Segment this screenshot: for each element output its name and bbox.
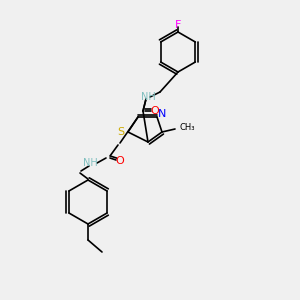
Text: S: S [117, 127, 124, 137]
Text: CH₃: CH₃ [180, 122, 196, 131]
Text: NH: NH [82, 158, 98, 168]
Text: N: N [158, 109, 166, 119]
Text: O: O [116, 156, 124, 166]
Text: F: F [175, 20, 181, 30]
Text: NH: NH [141, 92, 155, 102]
Text: O: O [151, 106, 159, 116]
